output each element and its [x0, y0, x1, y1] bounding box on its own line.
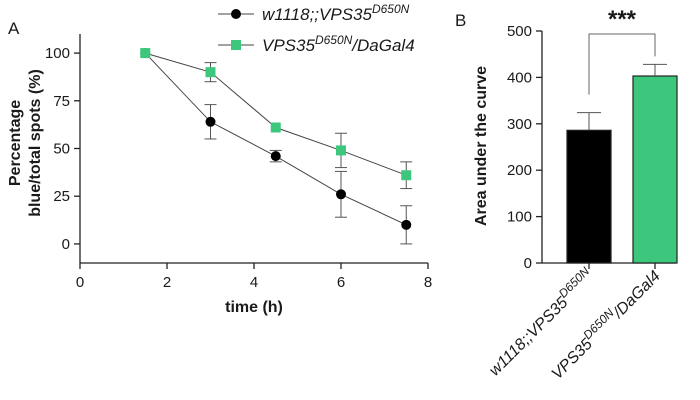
- y-tick-label: 0: [524, 255, 532, 272]
- legend-marker: [231, 9, 241, 19]
- data-point: [270, 151, 281, 162]
- panel-b: B Area under the curve 0100200300400500 …: [455, 6, 678, 383]
- legend-item-2: VPS35D650N/DaGal4: [218, 33, 415, 55]
- x-tick-label: 4: [250, 274, 258, 291]
- y-tick-label: 25: [53, 188, 70, 205]
- data-point: [270, 122, 281, 133]
- bar: [632, 75, 678, 264]
- y-tick-label: 50: [53, 141, 70, 158]
- series-line: [144, 52, 407, 226]
- y-axis: 0 25 50 75 100: [45, 34, 81, 263]
- x-tick-label: 6: [337, 274, 345, 291]
- category-label-2: VPS35D650N/DaGal4: [545, 264, 664, 383]
- y-tick-label: 500: [507, 23, 532, 40]
- panel-b-label: B: [455, 11, 466, 30]
- bracket-line: [588, 33, 656, 95]
- series-2: [140, 48, 413, 190]
- x-tick-label: 8: [424, 274, 432, 291]
- bar-area: [566, 63, 678, 269]
- legend-marker: [231, 40, 241, 50]
- data-point: [336, 189, 346, 200]
- x-axis: 0 2 4 6 8: [76, 262, 432, 291]
- y-tick-label: 400: [507, 69, 532, 86]
- x-axis-title: time (h): [225, 299, 283, 316]
- legend-label: VPS35D650N/DaGal4: [262, 33, 415, 55]
- legend-label: w1118;;VPS35D650N: [262, 2, 410, 24]
- y-tick-label: 100: [45, 45, 70, 62]
- significance-stars: ***: [608, 6, 637, 33]
- y-axis-b: 0 100 200 300 400 500: [507, 23, 676, 272]
- data-point: [205, 67, 216, 78]
- y-axis-title-b: Area under the curve: [473, 66, 490, 226]
- y-axis-title: Percentage blue/total spots (%): [7, 69, 44, 217]
- series-1: [140, 48, 413, 245]
- data-point: [401, 219, 412, 230]
- data-point: [401, 170, 412, 181]
- bar: [566, 129, 612, 264]
- bar-1: [566, 112, 612, 269]
- y-axis-title-line-2: blue/total spots (%): [27, 69, 44, 217]
- x-tick-label: 2: [163, 274, 171, 291]
- y-tick-label: 300: [507, 116, 532, 133]
- bar-2: [632, 63, 678, 269]
- y-tick-label: 75: [53, 93, 70, 110]
- data-point: [140, 48, 151, 59]
- significance-bracket: ***: [588, 6, 656, 95]
- y-tick-label: 200: [507, 162, 532, 179]
- data-point: [336, 145, 346, 156]
- data-point: [205, 116, 216, 127]
- x-tick-label: 0: [76, 274, 84, 291]
- panel-a-label: A: [8, 19, 20, 38]
- y-axis-title-line-1: Percentage: [7, 100, 24, 186]
- plot-area: [140, 48, 413, 245]
- legend-item-1: w1118;;VPS35D650N: [218, 2, 410, 24]
- y-tick-label: 0: [62, 236, 70, 253]
- y-tick-label: 100: [507, 209, 532, 226]
- legend: w1118;;VPS35D650N VPS35D650N/DaGal4: [218, 2, 415, 55]
